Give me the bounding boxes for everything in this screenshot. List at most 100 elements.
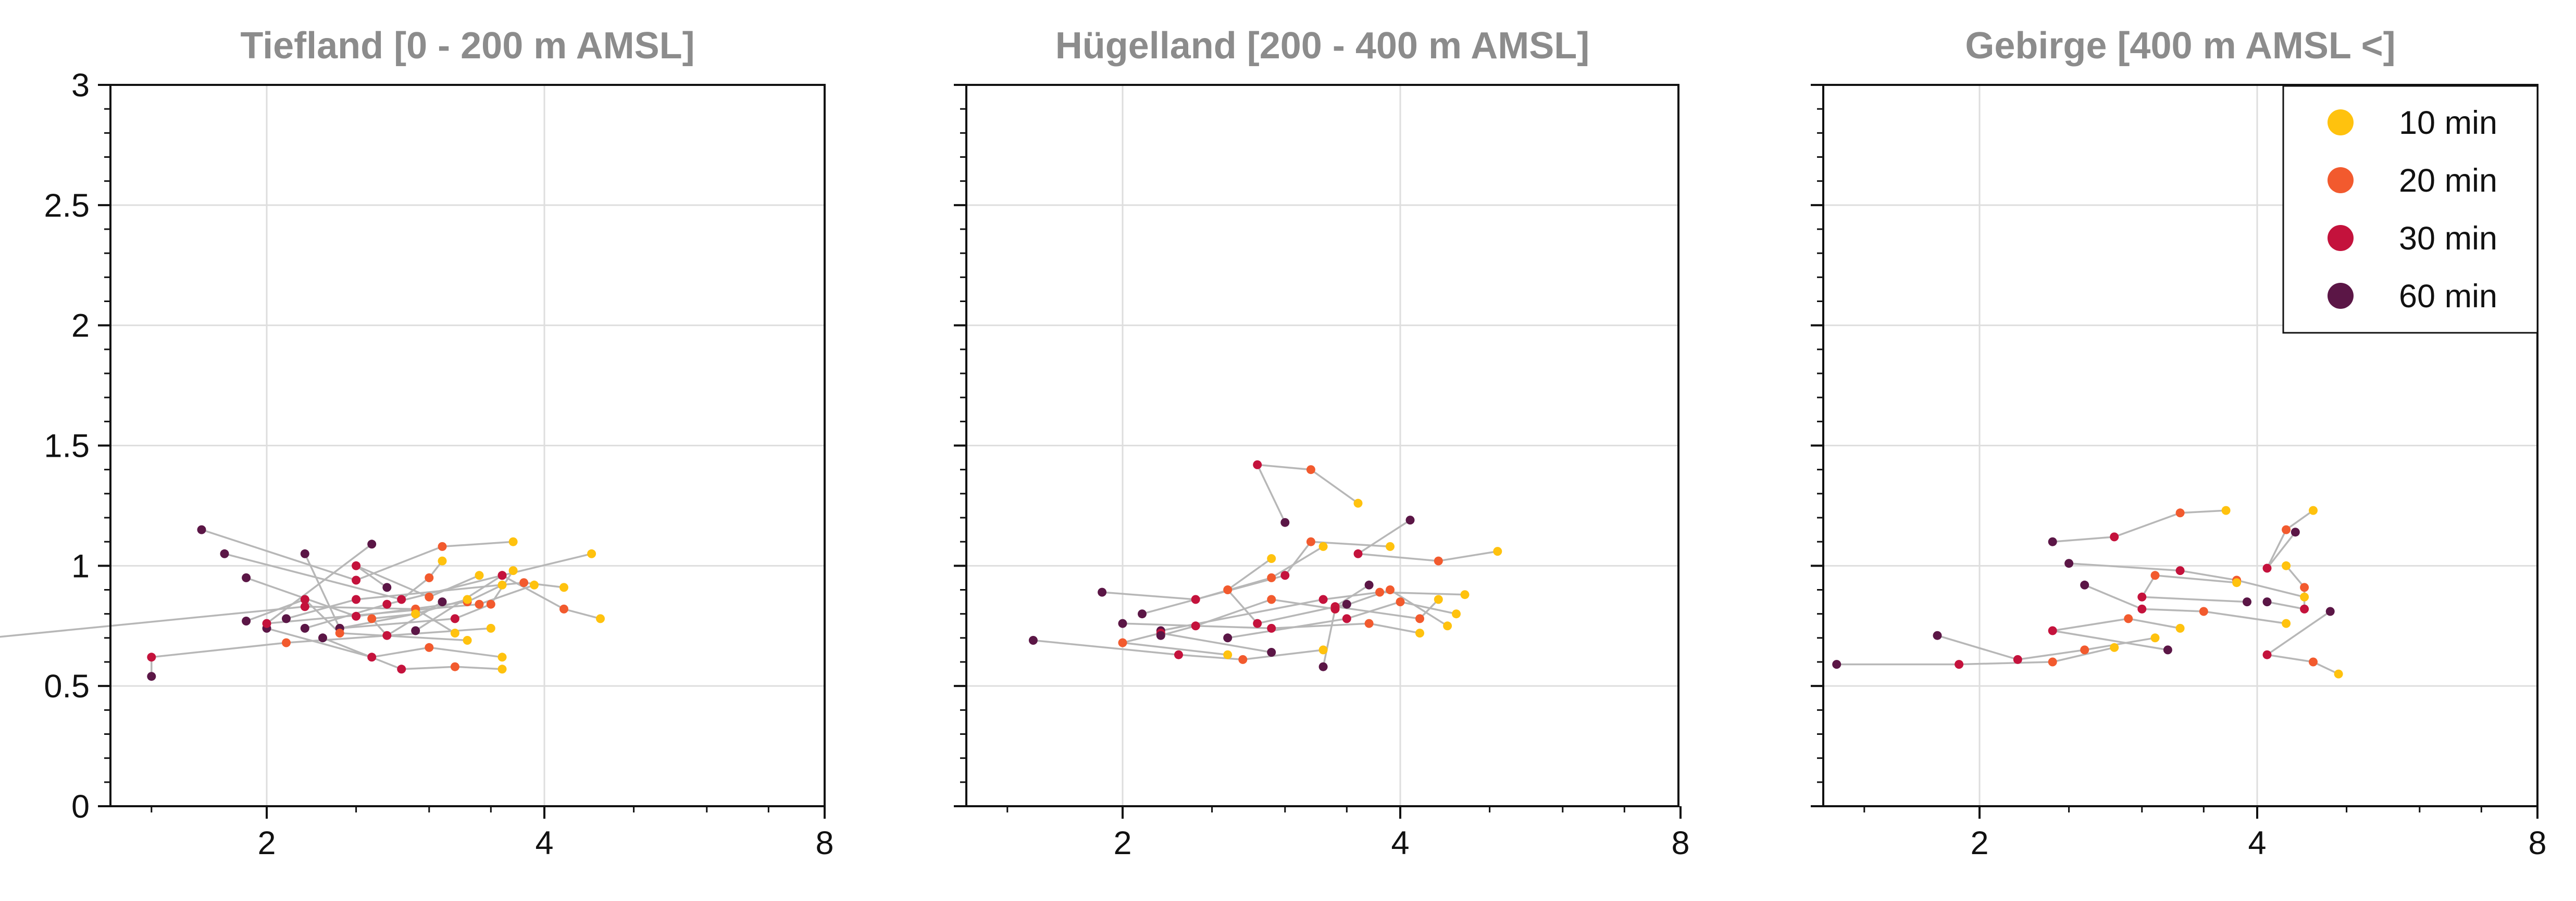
data-point [367,540,377,549]
data-point [2243,597,2251,607]
data-point [2291,528,2300,537]
storm-track-line [1836,646,2115,666]
y-tick-label: 3 [71,67,90,104]
data-point [2262,564,2272,573]
panel-huegelland: Hügelland [200 - 400 m AMSL] 2 4 8 [954,25,1690,861]
data-point [1253,619,1262,628]
data-point [2262,650,2272,659]
data-point [352,561,361,570]
data-point [1191,595,1200,604]
data-point [438,542,447,551]
data-point [1443,621,1452,631]
storm-track-line [1102,545,1324,600]
data-point [1342,614,1351,623]
data-point [382,599,392,609]
storm-track-line [1226,558,1347,625]
data-point [1118,638,1127,647]
data-point [1375,587,1385,597]
data-point [2150,571,2160,580]
data-point [497,665,507,674]
y-tick-label: 1.5 [44,428,90,465]
data-point [1267,595,1276,604]
data-point [282,614,291,623]
data-point [1306,537,1315,546]
data-point [300,549,309,558]
data-point [367,653,377,662]
data-point [242,573,251,582]
data-point [1405,516,1415,525]
data-point [497,653,507,662]
data-point [508,537,518,546]
data-point [2080,645,2089,655]
y-tick-label: 0.5 [44,668,90,705]
x-tick-label: 8 [2528,825,2546,861]
data-point [2064,559,2074,568]
data-point [1386,585,1395,594]
data-point [352,595,361,604]
x-tick-label: 2 [1113,825,1131,861]
data-point [1156,631,1165,640]
data-point [300,623,309,633]
data-point [2110,643,2119,652]
data-point [1267,554,1276,563]
data-point [1493,547,1502,556]
x-tick-label: 2 [257,825,276,861]
data-point [1253,460,1262,469]
data-point [2080,580,2089,590]
legend-label: 10 min [2399,105,2497,141]
data-point [2175,566,2185,575]
data-point [2221,506,2231,515]
legend-marker [2328,167,2354,193]
y-tick-label: 1 [71,548,90,584]
panel-title: Tiefland [0 - 200 m AMSL] [240,25,694,67]
data-point [1353,549,1363,558]
storm-track-line [1255,464,1359,523]
data-point [220,549,229,558]
data-point [300,595,309,604]
data-point [1306,465,1315,474]
data-point [450,662,459,671]
data-point [1330,604,1340,614]
data-point [497,571,507,580]
panel-title: Gebirge [400 m AMSL <] [1965,25,2395,67]
legend-marker [2328,225,2354,251]
y-tick-label: 2.5 [44,187,90,224]
data-point [2309,506,2318,515]
data-point [1318,595,1328,604]
data-point [1364,619,1374,628]
data-point [335,629,344,638]
storm-track-line [224,553,443,600]
data-point [486,623,495,633]
storm-track-line [2069,562,2305,598]
data-point [300,602,309,611]
data-point [1342,599,1351,609]
storm-track-line [1355,519,1498,562]
data-point [2282,561,2291,570]
data-point [411,626,420,635]
storm-track-line [304,553,468,630]
data-point [450,629,459,638]
storm-track-line [2267,565,2306,610]
storm-track-line [1160,598,1336,636]
data-point [1434,556,1443,566]
data-point [1396,597,1405,607]
storm-track-line [2052,618,2181,651]
data-point [596,614,605,623]
data-point [2110,532,2119,542]
data-point [463,595,472,604]
data-point [2334,669,2343,679]
data-point [1386,542,1395,551]
storm-track-line [2052,509,2226,543]
storm-track-line [1142,541,1390,615]
data-point [2048,626,2057,635]
storm-track-line [201,529,514,581]
data-point [147,672,156,681]
storm-track-line [355,565,480,598]
data-point [1174,650,1183,659]
data-point [2300,583,2309,592]
x-tick-label: 4 [2248,825,2266,861]
storm-track-line [2084,584,2286,624]
storm-track-line [1937,634,2156,661]
data-point [2150,633,2160,643]
